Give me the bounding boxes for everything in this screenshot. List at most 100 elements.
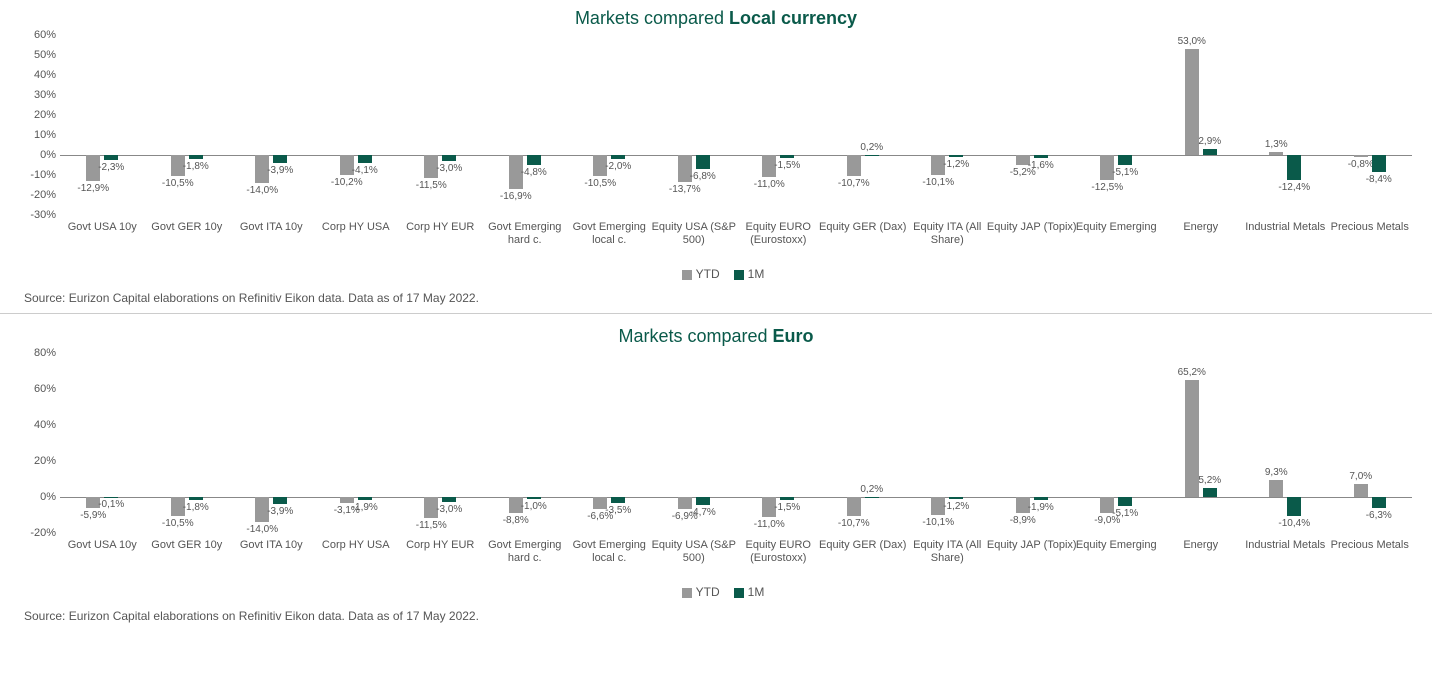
- chart-euro: Markets compared Euro-20%0%20%40%60%80%-…: [0, 318, 1432, 631]
- legend-swatch: [734, 588, 744, 598]
- category-label: Govt ITA 10y: [226, 215, 316, 234]
- bar-label-1m: -5,1%: [1112, 167, 1138, 178]
- bar-1m: [949, 497, 963, 499]
- bar-1m: [442, 497, 456, 502]
- bar-1m: [273, 155, 287, 163]
- bar-ytd: [1354, 155, 1368, 157]
- category-label: Industrial Metals: [1240, 215, 1330, 234]
- bar-1m: [1034, 155, 1048, 158]
- bar-label-ytd: 53,0%: [1178, 36, 1206, 47]
- category-label: Precious Metals: [1325, 533, 1415, 552]
- category-label: Equity EURO (Eurostoxx): [733, 533, 823, 565]
- bar-label-1m: -3,0%: [436, 163, 462, 174]
- legend-label: 1M: [748, 267, 765, 281]
- bar-label-1m: 0,2%: [860, 142, 883, 153]
- plot-area: -30%-20%-10%0%10%20%30%40%50%60%-12,9%-2…: [60, 35, 1412, 215]
- bar-1m: [1118, 155, 1132, 165]
- bar-label-ytd: -10,5%: [162, 518, 194, 529]
- category-label: Govt Emerging local c.: [564, 533, 654, 565]
- bar-label-1m: -12,4%: [1278, 182, 1310, 193]
- bar-label-1m: -2,3%: [98, 162, 124, 173]
- bar-label-ytd: -11,0%: [754, 179, 785, 190]
- bar-label-ytd: -12,9%: [77, 183, 109, 194]
- bar-ytd: [1269, 152, 1283, 155]
- legend-swatch: [734, 270, 744, 280]
- source-text: Source: Eurizon Capital elaborations on …: [0, 605, 1432, 631]
- category: -12,9%-2,3%Govt USA 10y: [60, 35, 145, 215]
- bar-1m: [696, 155, 710, 169]
- category-label: Corp HY EUR: [395, 533, 485, 552]
- bar-label-ytd: -10,7%: [838, 518, 870, 529]
- y-tick-label: -20%: [30, 527, 60, 539]
- bar-label-1m: -1,9%: [1028, 502, 1054, 513]
- chart-title: Markets compared Local currency: [0, 0, 1432, 35]
- bar-1m: [1372, 497, 1386, 508]
- bar-label-1m: -4,7%: [690, 507, 716, 518]
- bar-label-1m: 0,2%: [860, 484, 883, 495]
- bar-1m: [865, 155, 879, 156]
- bar-label-ytd: -8,9%: [1010, 515, 1036, 526]
- bar-label-ytd: -10,1%: [922, 177, 954, 188]
- bar-1m: [865, 497, 879, 498]
- category-label: Equity JAP (Topix): [987, 533, 1077, 552]
- category-label: Energy: [1156, 533, 1246, 552]
- bar-1m: [189, 155, 203, 159]
- categories: -5,9%-0,1%Govt USA 10y-10,5%-1,8%Govt GE…: [60, 353, 1412, 533]
- category: 9,3%-10,4%Industrial Metals: [1243, 353, 1328, 533]
- category: -10,2%-4,1%Corp HY USA: [314, 35, 399, 215]
- bar-label-ytd: -10,1%: [922, 517, 954, 528]
- bar-label-1m: -1,8%: [183, 502, 209, 513]
- bar-1m: [611, 155, 625, 159]
- category-label: Equity USA (S&P 500): [649, 215, 739, 247]
- y-tick-label: 0%: [40, 491, 60, 503]
- bar-label-1m: -10,4%: [1278, 518, 1310, 529]
- category-label: Energy: [1156, 215, 1246, 234]
- category: -11,5%-3,0%Corp HY EUR: [398, 353, 483, 533]
- category: -11,0%-1,5%Equity EURO (Eurostoxx): [736, 35, 821, 215]
- bar-1m: [1118, 497, 1132, 506]
- bar-1m: [189, 497, 203, 500]
- bar-label-1m: -0,1%: [98, 499, 124, 510]
- bar-label-1m: -1,2%: [943, 159, 969, 170]
- bar-label-1m: -6,3%: [1366, 510, 1392, 521]
- bar-1m: [1203, 149, 1217, 155]
- legend-label: YTD: [696, 585, 720, 599]
- category-label: Govt GER 10y: [142, 215, 232, 234]
- bar-label-1m: 2,9%: [1198, 136, 1221, 147]
- bar-label-ytd: -8,8%: [503, 515, 529, 526]
- category: -14,0%-3,9%Govt ITA 10y: [229, 35, 314, 215]
- legend-label: 1M: [748, 585, 765, 599]
- y-tick-label: -30%: [30, 209, 60, 221]
- bar-label-1m: -1,9%: [352, 502, 378, 513]
- y-tick-label: 80%: [34, 347, 60, 359]
- bar-label-1m: -8,4%: [1366, 174, 1392, 185]
- category-label: Equity Emerging: [1071, 215, 1161, 234]
- categories: -12,9%-2,3%Govt USA 10y-10,5%-1,8%Govt G…: [60, 35, 1412, 215]
- bar-label-1m: -3,5%: [605, 505, 631, 516]
- bar-ytd: [1269, 480, 1283, 497]
- bar-1m: [527, 497, 541, 499]
- bar-label-1m: -4,1%: [352, 165, 378, 176]
- y-tick-label: 40%: [34, 419, 60, 431]
- category: 7,0%-6,3%Precious Metals: [1328, 353, 1413, 533]
- bar-1m: [696, 497, 710, 505]
- category: -6,6%-3,5%Govt Emerging local c.: [567, 353, 652, 533]
- category: -0,8%-8,4%Precious Metals: [1328, 35, 1413, 215]
- chart-title-bold: Local currency: [729, 8, 857, 28]
- category: -11,5%-3,0%Corp HY EUR: [398, 35, 483, 215]
- category-label: Equity EURO (Eurostoxx): [733, 215, 823, 247]
- category: -10,7%0,2%Equity GER (Dax): [821, 35, 906, 215]
- bar-label-ytd: -0,8%: [1348, 159, 1374, 170]
- category: -9,0%-5,1%Equity Emerging: [1074, 353, 1159, 533]
- category-label: Corp HY EUR: [395, 215, 485, 234]
- category: -10,1%-1,2%Equity ITA (All Share): [905, 35, 990, 215]
- category-label: Govt Emerging hard c.: [480, 533, 570, 565]
- legend-swatch: [682, 270, 692, 280]
- bar-label-ytd: -14,0%: [246, 185, 278, 196]
- chart-title-light: Markets compared: [618, 326, 772, 346]
- chart-local: Markets compared Local currency-30%-20%-…: [0, 0, 1432, 313]
- bar-label-1m: -1,0%: [521, 501, 547, 512]
- y-tick-label: 20%: [34, 109, 60, 121]
- bar-ytd: [847, 497, 861, 516]
- bar-label-ytd: -11,0%: [754, 519, 785, 530]
